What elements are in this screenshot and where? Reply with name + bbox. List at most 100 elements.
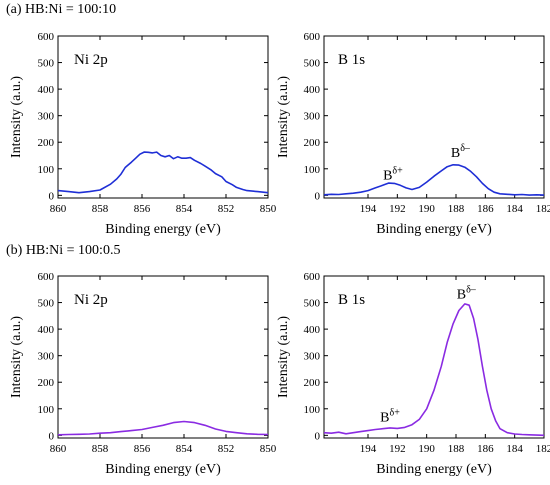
- x-axis-label: Binding energy (eV): [376, 222, 492, 237]
- y-tick-label: 100: [38, 164, 55, 176]
- peak-label-superscript: δ–: [466, 285, 477, 296]
- b1s-chart-a: B 1s Intensity (a.u.) Binding energy (eV…: [276, 31, 550, 237]
- panel-title: Ni 2p: [74, 52, 108, 68]
- peak-label-base: B: [451, 146, 460, 161]
- ni2p-chart-a: Ni 2p Intensity (a.u.) Binding energy (e…: [9, 31, 277, 237]
- tick-group: 0 100 200 300 400 500 600 860 858 856 854 852 850: [38, 31, 277, 215]
- x-tick-label: 188: [448, 203, 465, 215]
- y-tick-label: 400: [304, 84, 321, 96]
- section-label-a: (a) HB:Ni = 100:10: [6, 2, 117, 17]
- x-tick-label: 850: [260, 443, 277, 455]
- x-tick-label: 188: [448, 443, 465, 455]
- y-tick-label: 0: [315, 430, 321, 442]
- data-marks: Bδ+Bδ–: [323, 143, 545, 196]
- x-tick-label: 852: [218, 443, 235, 455]
- y-tick-label: 500: [38, 58, 55, 70]
- y-tick-label: 300: [38, 111, 55, 123]
- x-axis-label: Binding energy (eV): [105, 462, 221, 477]
- panel-title: B 1s: [338, 52, 365, 68]
- y-tick-label: 200: [304, 377, 321, 389]
- y-tick-label: 600: [38, 271, 55, 283]
- tick-group: 0 100 200 300 400 500 600 194 192 190 188 186 184 182: [304, 31, 550, 215]
- y-tick-label: 100: [304, 164, 321, 176]
- y-tick-label: 0: [315, 190, 321, 202]
- x-tick-label: 858: [92, 203, 109, 215]
- x-tick-label: 194: [360, 203, 377, 215]
- x-tick-label: 182: [536, 443, 550, 455]
- y-tick-label: 200: [38, 137, 55, 149]
- peak-label: Bδ+: [383, 165, 403, 183]
- y-tick-label: 600: [38, 31, 55, 43]
- peak-label: Bδ–: [457, 285, 477, 303]
- y-axis-label: Intensity (a.u.): [9, 316, 24, 398]
- peak-label-base: B: [457, 288, 466, 303]
- x-tick-label: 860: [50, 203, 67, 215]
- peak-label: Bδ+: [380, 408, 400, 426]
- y-tick-label: 500: [304, 298, 321, 310]
- x-tick-label: 194: [360, 443, 377, 455]
- x-tick-label: 184: [506, 203, 523, 215]
- series-line: [323, 164, 545, 196]
- plot-frame: [57, 35, 269, 199]
- x-axis-label: Binding energy (eV): [105, 222, 221, 237]
- data-marks: Bδ+Bδ–: [323, 285, 545, 437]
- y-tick-label: 600: [304, 271, 321, 283]
- y-tick-label: 300: [38, 351, 55, 363]
- x-tick-label: 850: [260, 203, 277, 215]
- peak-label-superscript: δ+: [389, 408, 400, 419]
- data-marks: [57, 151, 269, 194]
- x-tick-label: 182: [536, 203, 550, 215]
- peak-label-base: B: [380, 411, 389, 426]
- y-tick-label: 0: [49, 190, 55, 202]
- peak-label: Bδ–: [451, 143, 471, 161]
- y-tick-label: 600: [304, 31, 321, 43]
- peak-label-base: B: [383, 168, 392, 183]
- series-line: [57, 420, 269, 436]
- x-tick-label: 190: [418, 203, 435, 215]
- y-tick-label: 500: [38, 298, 55, 310]
- tick-group: 0 100 200 300 400 500 600 860 858 856 854 852 850: [38, 271, 277, 455]
- y-tick-label: 400: [38, 324, 55, 336]
- x-tick-label: 852: [218, 203, 235, 215]
- x-tick-label: 854: [176, 203, 193, 215]
- series-line: [323, 303, 545, 437]
- y-axis-label: Intensity (a.u.): [276, 76, 291, 158]
- y-axis-label: Intensity (a.u.): [276, 316, 291, 398]
- x-tick-label: 860: [50, 443, 67, 455]
- panel-title: B 1s: [338, 292, 365, 308]
- panel-title: Ni 2p: [74, 292, 108, 308]
- x-tick-label: 192: [389, 203, 406, 215]
- series-line: [57, 151, 269, 194]
- x-tick-label: 184: [506, 443, 523, 455]
- x-axis-label: Binding energy (eV): [376, 462, 492, 477]
- x-tick-label: 854: [176, 443, 193, 455]
- x-tick-label: 186: [477, 203, 494, 215]
- x-tick-label: 856: [134, 203, 151, 215]
- b1s-chart-b: B 1s Intensity (a.u.) Binding energy (eV…: [276, 271, 550, 477]
- y-tick-label: 400: [304, 324, 321, 336]
- x-tick-label: 190: [418, 443, 435, 455]
- data-marks: [57, 420, 269, 436]
- tick-group: 0 100 200 300 400 500 600 194 192 190 188 186 184 182: [304, 271, 550, 455]
- y-tick-label: 500: [304, 58, 321, 70]
- y-tick-label: 200: [304, 137, 321, 149]
- y-tick-label: 0: [49, 430, 55, 442]
- x-tick-label: 192: [389, 443, 406, 455]
- y-tick-label: 400: [38, 84, 55, 96]
- peak-label-superscript: δ+: [392, 165, 403, 176]
- plot-frame: [323, 275, 545, 439]
- y-tick-label: 200: [38, 377, 55, 389]
- plot-frame: [323, 35, 545, 199]
- plot-frame: [57, 275, 269, 439]
- y-tick-label: 100: [38, 404, 55, 416]
- x-tick-label: 856: [134, 443, 151, 455]
- ni2p-chart-b: Ni 2p Intensity (a.u.) Binding energy (e…: [9, 271, 277, 477]
- section-label-b: (b) HB:Ni = 100:0.5: [6, 243, 121, 258]
- y-tick-label: 100: [304, 404, 321, 416]
- y-tick-label: 300: [304, 111, 321, 123]
- x-tick-label: 858: [92, 443, 109, 455]
- x-tick-label: 186: [477, 443, 494, 455]
- peak-label-superscript: δ–: [460, 143, 471, 154]
- y-tick-label: 300: [304, 351, 321, 363]
- y-axis-label: Intensity (a.u.): [9, 76, 24, 158]
